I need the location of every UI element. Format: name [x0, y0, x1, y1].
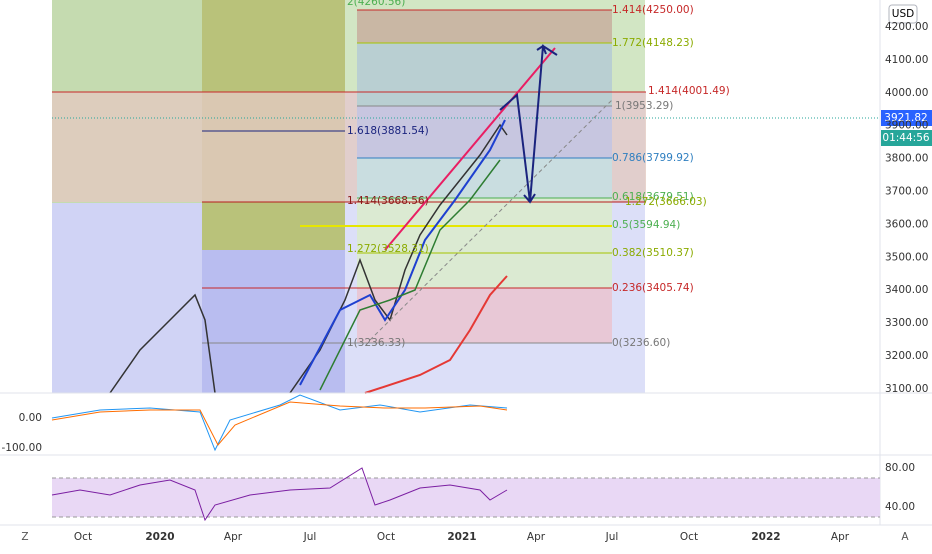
auto-button[interactable]: A: [901, 531, 909, 543]
fib-label: 1.414(4250.00): [612, 4, 694, 16]
fib-label: 1.772(4148.23): [612, 37, 694, 49]
macd-axis-label: 0.00: [19, 412, 42, 424]
fib-label: 1(3236.33): [347, 337, 405, 349]
rsi-band: [52, 478, 880, 517]
price-axis-label: 3300.00: [885, 317, 928, 329]
macd-signal: [51, 401, 508, 446]
rsi-line: [51, 467, 508, 522]
fib-label: 0.5(3594.94): [612, 219, 680, 231]
fib-label: 1.618(3881.54): [347, 125, 429, 137]
ma-long: [364, 275, 508, 394]
macd-axis-label: -100.00: [1, 442, 42, 454]
price-axis-label: 3900.00: [885, 120, 928, 132]
price-axis-label: 3600.00: [885, 218, 928, 230]
countdown: 01:44:56: [882, 132, 929, 144]
zone: [357, 158, 612, 198]
price-axis-label: 3700.00: [885, 186, 928, 198]
zone: [357, 10, 612, 43]
price-axis-label: 3100.00: [885, 383, 928, 395]
last-price: 3921.82: [884, 112, 927, 124]
time-axis-label: Apr: [831, 531, 850, 543]
time-axis-label: Jul: [605, 531, 619, 543]
time-axis-label: 2020: [145, 531, 174, 543]
fib-label: 1(3953.29): [615, 100, 673, 112]
price-scale: [880, 0, 932, 550]
fib-label: 1.414(3668.56): [347, 195, 429, 207]
zone: [52, 203, 202, 393]
fib-label: 0.382(3510.37): [612, 247, 694, 259]
fib-label: 0.236(3405.74): [612, 282, 694, 294]
currency-button[interactable]: [888, 4, 918, 24]
time-axis-label: Oct: [377, 531, 395, 543]
rsi-axis-label: 80.00: [885, 462, 915, 474]
price-axis-label: 3800.00: [885, 153, 928, 165]
rsi-axis-label: 40.00: [885, 501, 915, 513]
time-axis-label: Apr: [527, 531, 546, 543]
last-price-tag: [881, 110, 932, 126]
time-axis-label: Oct: [680, 531, 698, 543]
price-axis-label: 3200.00: [885, 350, 928, 362]
fib-lines: [52, 9, 646, 344]
fib-label: 1.272(3666.03): [625, 196, 707, 208]
time-axis-label: 2021: [447, 531, 476, 543]
macd-line: [51, 394, 508, 452]
fib-label: 1.272(3528.31): [347, 243, 429, 255]
countdown-tag: [881, 130, 932, 146]
zone: [357, 198, 612, 288]
price-trace: [109, 293, 216, 394]
time-axis-label: Jul: [303, 531, 317, 543]
trend-line: [384, 47, 556, 251]
trend-line: [369, 99, 613, 341]
fib-label: 0(3236.60): [612, 337, 670, 349]
price-axis-label: 3500.00: [885, 251, 928, 263]
price-axis-label: 4100.00: [885, 54, 928, 66]
zoom-button[interactable]: Z: [21, 531, 28, 543]
fib-label: 1.414(4001.49): [648, 85, 730, 97]
zone: [357, 43, 612, 106]
price-axis-label: 3400.00: [885, 284, 928, 296]
time-axis-label: Oct: [74, 531, 92, 543]
ma-fast: [299, 119, 506, 386]
ma-slow: [319, 159, 501, 391]
fib-label: 2(4260.56): [347, 0, 405, 8]
projection-arrows: [499, 44, 558, 204]
zone: [202, 250, 345, 393]
price-trace: [289, 123, 508, 394]
price-axis-label: 4000.00: [885, 87, 928, 99]
fib-label: 0.786(3799.92): [612, 152, 694, 164]
price-axis-label: 4200.00: [885, 21, 928, 33]
fib-label: 0.618(3679.51): [612, 191, 694, 203]
currency[interactable]: USD: [892, 8, 914, 20]
time-axis-label: 2022: [751, 531, 780, 543]
time-axis-label: Apr: [224, 531, 243, 543]
